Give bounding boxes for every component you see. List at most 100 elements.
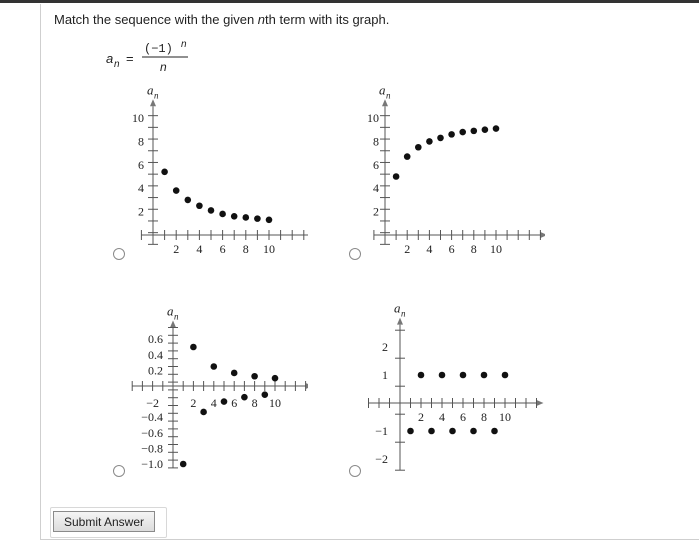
question-prompt: Match the sequence with the given nth te… xyxy=(54,12,389,27)
data-point xyxy=(470,127,478,135)
x-tick-label: 8 xyxy=(481,410,487,424)
x-tick-label: 10 xyxy=(499,410,511,424)
x-tick-label: 10 xyxy=(269,396,281,410)
radio-option-d[interactable] xyxy=(349,465,361,477)
y-tick-label: 0.6 xyxy=(148,332,163,346)
x-axis-arrow xyxy=(305,383,308,389)
x-tick-label: 6 xyxy=(231,396,237,410)
data-point xyxy=(207,207,215,214)
y-tick-label: 1 xyxy=(382,368,388,382)
radio-option-b[interactable] xyxy=(349,248,361,260)
y-tick-label: 2 xyxy=(382,340,388,354)
x-tick-label-negative: −2 xyxy=(146,396,159,410)
data-point xyxy=(241,393,248,401)
x-tick-label: 6 xyxy=(460,410,466,424)
data-point xyxy=(448,131,455,138)
data-point xyxy=(220,398,228,405)
data-point xyxy=(219,210,226,218)
prompt-n-variable: n xyxy=(257,12,266,27)
x-tick-label: 2 xyxy=(404,242,410,256)
y-tick-label: −0.8 xyxy=(141,441,163,455)
data-point xyxy=(230,212,238,220)
y-axis-label-subscript: n xyxy=(174,312,179,322)
x-tick-label: 10 xyxy=(263,242,275,256)
x-tick-label: 2 xyxy=(173,242,179,256)
x-axis-arrow xyxy=(536,400,544,406)
y-tick-label: −2 xyxy=(375,452,388,466)
y-axis-arrow xyxy=(397,317,403,325)
y-tick-label: 2 xyxy=(138,205,144,219)
x-tick-label: 8 xyxy=(471,242,477,256)
y-tick-label: −0.4 xyxy=(141,410,163,424)
data-point xyxy=(481,126,489,133)
data-point xyxy=(254,215,261,222)
y-axis-arrow xyxy=(382,99,388,107)
data-point xyxy=(179,460,187,468)
formula-numerator: (−1) xyxy=(144,42,173,56)
data-point xyxy=(196,202,203,210)
formula-denominator: n xyxy=(160,60,167,74)
submit-frame xyxy=(50,507,167,538)
y-tick-label: −1 xyxy=(375,424,388,438)
x-tick-label: 2 xyxy=(190,396,196,410)
data-point xyxy=(242,214,250,221)
y-axis-arrow xyxy=(150,99,156,107)
x-tick-label: 4 xyxy=(196,242,202,256)
x-tick-label: 6 xyxy=(449,242,455,256)
y-tick-label: −1.0 xyxy=(141,457,163,471)
data-point xyxy=(265,216,273,224)
data-point xyxy=(415,143,422,151)
x-tick-label: 8 xyxy=(243,242,249,256)
formula-exponent: n xyxy=(181,39,187,50)
data-point xyxy=(438,371,446,379)
top-border xyxy=(0,0,699,3)
data-point xyxy=(449,427,456,435)
formula-a: a xyxy=(106,51,113,66)
sequence-formula: a n = (−1) n n xyxy=(106,39,188,74)
y-tick-label: 10 xyxy=(367,111,379,125)
formula-equals: = xyxy=(126,51,134,66)
question-card xyxy=(40,4,699,540)
y-tick-label: 8 xyxy=(138,134,144,148)
x-tick-label: 4 xyxy=(439,410,445,424)
formula-subscript: n xyxy=(114,59,120,70)
y-axis-label: a xyxy=(167,304,174,319)
data-point xyxy=(251,372,258,380)
data-point xyxy=(480,371,488,379)
graph-b: ann246810246810 xyxy=(367,82,545,256)
y-tick-label: 0.4 xyxy=(148,348,163,362)
y-tick-label: 10 xyxy=(132,111,144,125)
y-tick-label: −0.6 xyxy=(141,426,163,440)
x-tick-label: 2 xyxy=(418,410,424,424)
x-tick-label: 6 xyxy=(220,242,226,256)
data-point xyxy=(184,196,192,204)
y-tick-label: 2 xyxy=(373,205,379,219)
graph-d: ann246810−2−112 xyxy=(368,301,544,471)
data-point xyxy=(403,153,411,160)
data-point xyxy=(459,128,466,136)
submit-answer-button[interactable]: Submit Answer xyxy=(53,511,155,532)
data-point xyxy=(491,427,498,435)
data-point xyxy=(417,371,425,379)
prompt-text-end: th term with its graph. xyxy=(265,12,390,27)
y-axis-label-subscript: n xyxy=(386,90,391,100)
radio-option-a[interactable] xyxy=(113,248,125,260)
data-point xyxy=(161,168,168,176)
graph-c: ann2468100.20.40.6−0.4−0.6−0.8−1.0−2 xyxy=(131,304,308,471)
data-point xyxy=(261,391,269,398)
y-tick-label: 8 xyxy=(373,134,379,148)
data-point xyxy=(271,374,279,382)
data-point xyxy=(501,371,509,379)
prompt-text-start: Match the sequence with the given xyxy=(54,12,258,27)
x-axis-arrow xyxy=(540,232,545,238)
y-tick-label: 4 xyxy=(138,181,144,195)
x-tick-label: 4 xyxy=(211,396,217,410)
y-axis-label: a xyxy=(394,301,401,316)
data-point xyxy=(470,427,477,435)
data-point xyxy=(172,187,180,194)
data-point xyxy=(230,369,238,377)
radio-option-c[interactable] xyxy=(113,465,125,477)
data-point xyxy=(492,125,500,132)
y-tick-label: 6 xyxy=(138,158,144,172)
data-point xyxy=(210,363,218,370)
